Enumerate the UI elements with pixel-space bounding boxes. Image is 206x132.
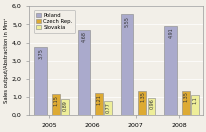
Bar bbox=[104, 101, 111, 115]
Text: 1,35: 1,35 bbox=[139, 92, 144, 102]
Bar bbox=[138, 91, 146, 115]
Text: 5,55: 5,55 bbox=[124, 16, 129, 27]
Bar bbox=[164, 26, 176, 115]
Bar bbox=[61, 99, 68, 115]
Bar bbox=[52, 94, 59, 115]
Text: 4,91: 4,91 bbox=[167, 27, 172, 38]
Text: 1,15: 1,15 bbox=[53, 95, 58, 106]
Bar bbox=[121, 14, 133, 115]
Bar bbox=[77, 30, 89, 115]
Y-axis label: Sales output/Abstraction in Mm³: Sales output/Abstraction in Mm³ bbox=[4, 18, 9, 103]
Bar bbox=[190, 95, 198, 115]
Text: 0,77: 0,77 bbox=[105, 102, 110, 113]
Text: 3,75: 3,75 bbox=[38, 48, 43, 59]
Text: 4,68: 4,68 bbox=[81, 32, 86, 43]
Bar bbox=[95, 93, 102, 115]
Text: 0,89: 0,89 bbox=[62, 100, 67, 111]
Bar bbox=[181, 91, 189, 115]
Bar bbox=[34, 47, 46, 115]
Text: 1,1: 1,1 bbox=[191, 96, 196, 104]
Text: 1,21: 1,21 bbox=[96, 94, 101, 105]
Bar bbox=[147, 98, 155, 115]
Text: 0,96: 0,96 bbox=[148, 99, 153, 109]
Text: 1,35: 1,35 bbox=[182, 92, 187, 102]
Legend: Poland, Czech Rep., Slovakia: Poland, Czech Rep., Slovakia bbox=[34, 10, 75, 33]
